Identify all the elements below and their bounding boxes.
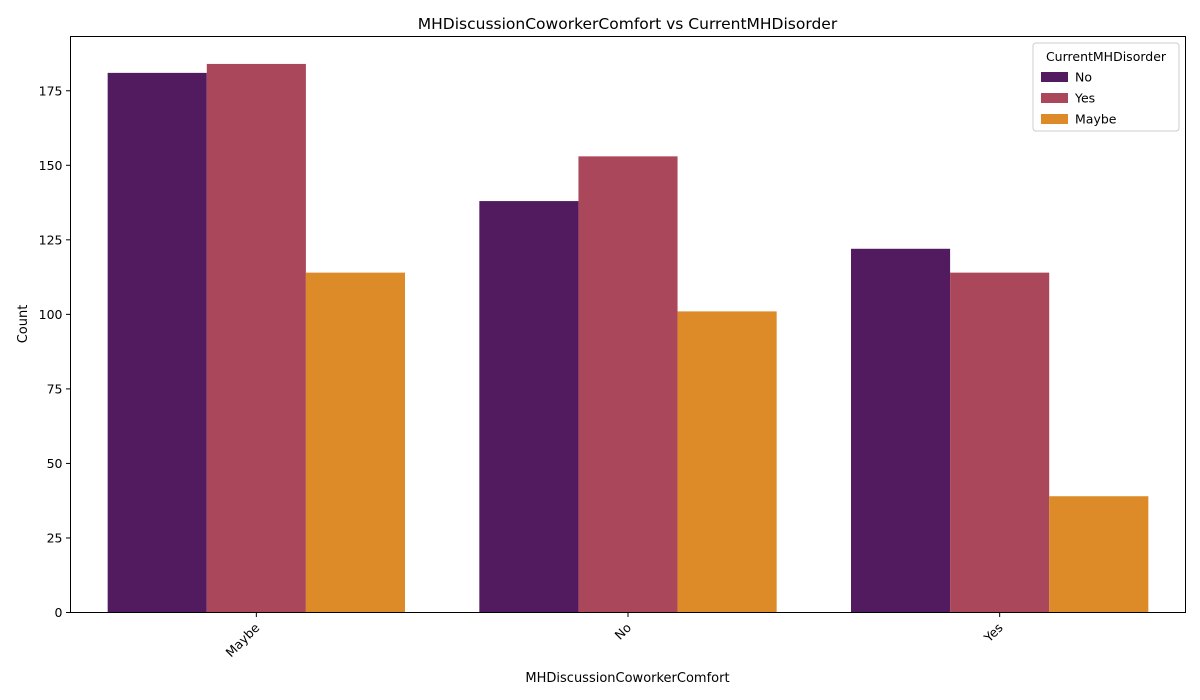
legend-label-yes: Yes [1074,91,1095,106]
bar-yes-no [851,248,951,613]
y-tick-label: 125 [39,232,63,247]
y-tick-label: 175 [39,83,63,98]
y-tick-label: 100 [39,307,63,322]
x-tick-label: Maybe [223,620,263,660]
y-axis-label: Count [16,305,31,344]
legend-label-no: No [1075,70,1092,85]
legend-label-maybe: Maybe [1075,112,1117,127]
x-axis-ticks: Maybe No Yes [223,612,1006,660]
plot-frame [70,36,1186,613]
y-tick-label: 75 [47,381,63,396]
bar-yes-yes [950,272,1050,613]
legend-box [1032,42,1180,132]
x-axis-label: MHDiscussionCoworkerComfort [525,671,729,686]
y-tick-label: 150 [39,158,63,173]
bar-maybe-maybe [305,272,405,613]
bar-maybe-no [107,72,207,613]
legend: CurrentMHDisorder No Yes Maybe [1032,42,1180,132]
bar-maybe-yes [206,63,306,613]
chart-title: MHDiscussionCoworkerComfort vs CurrentMH… [418,15,838,33]
bar-no-no [479,201,579,613]
y-tick-label: 0 [55,605,63,620]
y-tick-label: 50 [47,456,63,471]
y-tick-label: 25 [47,530,63,545]
legend-entries: No Yes Maybe [1041,70,1117,127]
legend-swatch-yes [1041,93,1068,103]
bar-no-yes [578,156,678,613]
legend-swatch-no [1041,72,1068,82]
bar-yes-maybe [1049,496,1149,613]
y-axis-ticks: 0 25 50 75 100 125 150 175 [39,83,71,620]
x-tick-label: Yes [980,620,1006,646]
legend-swatch-maybe [1041,114,1068,124]
x-tick-label: No [611,620,634,643]
legend-title: CurrentMHDisorder [1046,49,1167,64]
bars-group [107,63,1149,613]
bar-no-maybe [677,311,777,613]
